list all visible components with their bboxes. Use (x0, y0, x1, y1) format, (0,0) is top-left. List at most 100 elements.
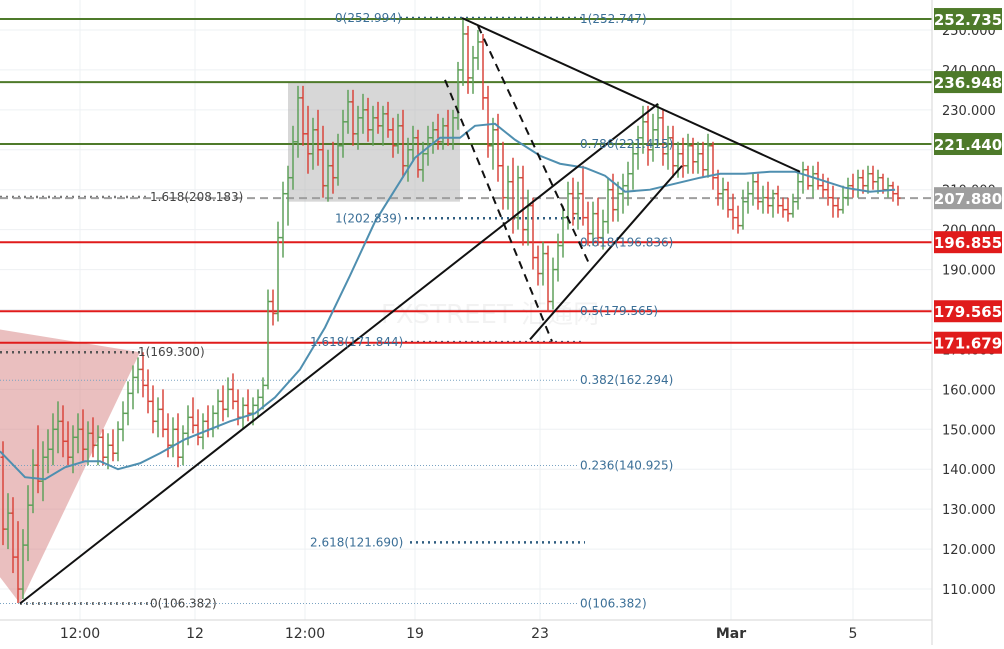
trendlines[interactable] (19, 17, 801, 605)
candle (325, 149, 331, 202)
candle (595, 197, 601, 246)
moving-average (0, 122, 896, 481)
fib-label: 2.618(121.690) (310, 535, 403, 549)
candle (395, 113, 401, 154)
candle (805, 165, 811, 190)
candle (280, 181, 286, 258)
candle (670, 125, 676, 178)
candle (265, 289, 271, 390)
candle (665, 125, 671, 170)
candle (475, 29, 481, 70)
candle (720, 177, 726, 210)
fib-label: 0.786(221.415) (580, 137, 673, 151)
horizontal-levels[interactable] (0, 18, 932, 344)
fib-label: 1.618(171.844) (310, 335, 403, 349)
price-badge-bg (934, 71, 1002, 94)
candle (830, 185, 836, 218)
candle (405, 137, 411, 182)
candle (555, 233, 561, 282)
candle (330, 141, 336, 194)
trendline (529, 165, 683, 341)
trendline (19, 103, 659, 605)
candle (470, 45, 476, 94)
candle (620, 173, 626, 214)
candle (310, 117, 316, 170)
time-axis[interactable]: 12:00 12 12:00 19 23 Mar 5 (60, 626, 858, 642)
candle (430, 121, 436, 154)
fib-label: 0.5(179.565) (580, 304, 658, 318)
price-badge-label: 207.880 (934, 190, 1002, 208)
watermark: FXSTREET 汇通网 (381, 300, 599, 330)
fib-label: 0.618(196.836) (580, 235, 673, 249)
candle (515, 165, 521, 230)
price-badge: 221.440 (934, 133, 1002, 156)
candle (490, 117, 496, 170)
candle (550, 257, 556, 310)
price-tick-label: 130.000 (942, 503, 996, 518)
candle (320, 125, 326, 198)
price-badge-label: 252.735 (934, 11, 1002, 29)
candle (875, 169, 881, 194)
price-badge-bg (934, 133, 1002, 156)
candle (215, 389, 221, 430)
candle (700, 141, 706, 178)
candle (0, 441, 6, 546)
candle (650, 113, 656, 162)
candle (765, 181, 771, 214)
candle (180, 425, 186, 466)
price-tick-label: 230.000 (942, 104, 996, 119)
candle (120, 401, 126, 442)
candle (465, 25, 471, 94)
candle (845, 177, 851, 206)
candle (435, 113, 441, 150)
candle (590, 201, 596, 246)
candle (635, 125, 641, 170)
candle (95, 425, 101, 466)
candle (480, 33, 486, 110)
grid (0, 0, 932, 620)
fib-label: 1.618(208.183) (150, 190, 243, 204)
time-tick-label: 12:00 (285, 626, 325, 642)
candle (335, 133, 341, 186)
watermark-text: FXSTREET 汇通网 (381, 300, 599, 330)
fib-label: 1(169.300) (138, 345, 205, 359)
candle (10, 497, 16, 574)
candle (520, 165, 526, 246)
price-badge-label: 236.948 (934, 74, 1002, 92)
candle (605, 177, 611, 234)
candle (630, 141, 636, 190)
candle (820, 173, 826, 198)
candle (690, 137, 696, 174)
price-badge-label: 171.679 (934, 335, 1002, 353)
fib-label: 0.382(162.294) (580, 373, 673, 387)
price-badge-label: 179.565 (934, 303, 1002, 321)
candle (795, 169, 801, 210)
candle (760, 185, 766, 214)
candle (105, 433, 111, 470)
candle (785, 197, 791, 222)
candle (800, 161, 806, 194)
candle (835, 197, 841, 218)
candle (680, 137, 686, 178)
candle (645, 105, 651, 166)
candle (420, 141, 426, 182)
candle (410, 125, 416, 162)
price-badge-label: 196.855 (934, 234, 1002, 252)
price-badge-bg (934, 300, 1002, 323)
price-badge-bg (934, 331, 1002, 354)
candle (60, 405, 66, 458)
candle (865, 165, 871, 194)
price-badge: 171.679 (934, 331, 1002, 354)
candle (255, 389, 261, 418)
fib-label: 1(202.839) (335, 211, 402, 225)
candle (65, 421, 71, 466)
candle (260, 377, 266, 410)
candle (275, 221, 281, 322)
candle (390, 117, 396, 158)
consolidation-box (288, 81, 460, 202)
candle (355, 105, 361, 150)
candle (755, 173, 761, 210)
price-tick-label: 110.000 (942, 583, 996, 598)
